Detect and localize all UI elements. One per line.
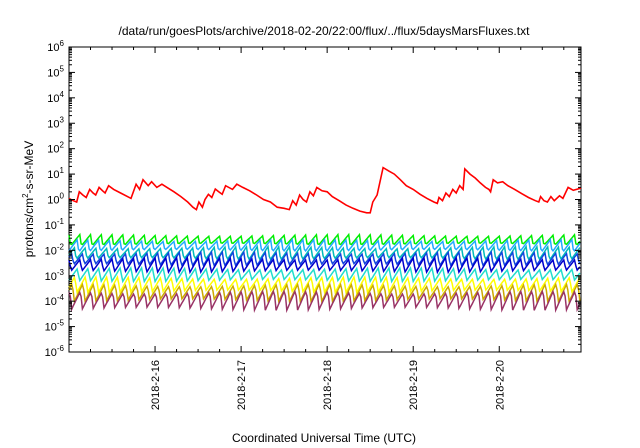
series-line-8 (68, 282, 581, 305)
x-axis: 2018-2-16 2018-2-17 2018-2-18 2018-2-19 2018… (68, 47, 565, 410)
series-line-6 (68, 265, 581, 284)
x-axis-label: Coordinated Universal Time (UTC) (232, 431, 416, 445)
y-tick-label: 104 (47, 90, 64, 105)
series-line-2 (68, 237, 581, 253)
y-tick-label: 10-5 (45, 319, 65, 334)
y-tick-label: 10-3 (45, 268, 65, 283)
x-tick-label: 2018-2-16 (150, 360, 162, 410)
y-tick-label: 10-4 (45, 293, 65, 308)
y-tick-label: 101 (47, 166, 64, 181)
y-tick-label: 10-1 (45, 217, 65, 232)
y-axis: 106 105 104 103 102 101 100 10-1 10-2 10-3 10-4 10-… (45, 39, 581, 359)
y-axis-label: protons/cm2-s-sr-MeV (21, 141, 36, 257)
series-layer (68, 166, 582, 314)
y-tick-label: 105 (47, 64, 64, 79)
x-tick-label: 2018-2-17 (236, 360, 248, 410)
series-line-7 (68, 274, 581, 295)
x-tick-label: 2018-2-19 (408, 360, 420, 410)
series-line-1 (68, 232, 581, 246)
y-tick-label: 100 (47, 192, 64, 207)
y-tick-label: 102 (47, 141, 64, 156)
x-tick-label: 2018-2-20 (494, 360, 506, 410)
y-tick-label: 106 (47, 39, 64, 54)
series-line-3 (68, 244, 581, 261)
series-line-0 (68, 166, 582, 214)
y-tick-label: 10-6 (45, 344, 65, 359)
y-tick-label: 103 (47, 115, 64, 130)
x-tick-label: 2018-2-18 (322, 360, 334, 410)
series-line-9 (68, 289, 581, 314)
series-line-5 (68, 255, 581, 275)
chart-title: /data/run/goesPlots/archive/2018-02-20/2… (119, 24, 531, 38)
y-tick-label: 10-2 (45, 242, 65, 257)
